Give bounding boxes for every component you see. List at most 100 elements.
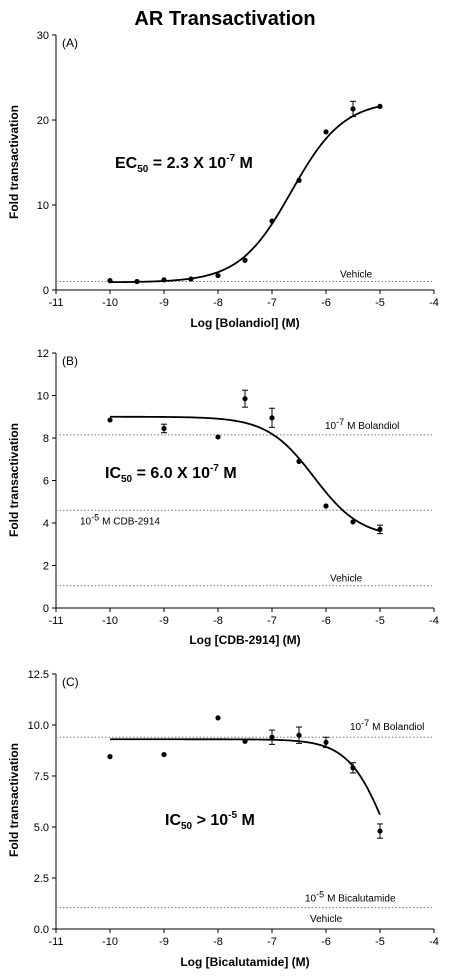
x-tick-label: -5 [375, 936, 385, 948]
y-tick-label: 2.5 [34, 873, 49, 885]
annotation-main: = 2.3 X 10 [148, 155, 226, 172]
reference-exponent: -7 [361, 718, 369, 728]
y-axis-label: Fold transactivation [7, 743, 21, 857]
annotation-main: > 10 [192, 812, 228, 829]
x-tick-label: -11 [48, 297, 63, 309]
data-point [377, 828, 383, 834]
reference-exponent: -5 [316, 890, 324, 900]
x-tick-label: -9 [159, 615, 169, 627]
y-tick-label: 0.0 [34, 924, 49, 936]
data-point [161, 277, 167, 283]
reference-line-label: 10-7 M Bolandiol [325, 417, 399, 432]
x-tick-label: -10 [102, 297, 118, 309]
data-point [161, 425, 167, 432]
data-point [323, 503, 329, 509]
reference-prefix: 10 [305, 894, 317, 905]
chart-panel-b: -11 -10 -9 -8 -7 -6 -5 -4 0 2 4 6 8 10 12 Log [CDB-2914… [7, 348, 439, 647]
x-tick-label: -7 [267, 297, 277, 309]
annotation-exponent: -7 [210, 463, 219, 474]
reference-line-label: 10-5 M CDB-2914 [80, 512, 160, 527]
figure-title: AR Transactivation [134, 8, 315, 30]
data-point [269, 415, 275, 421]
x-tick-label: -8 [213, 936, 223, 948]
data-point [350, 106, 356, 112]
data-point [188, 276, 194, 282]
data-point [296, 732, 302, 738]
x-tick-label: -7 [267, 615, 277, 627]
y-tick-label: 8 [43, 433, 49, 445]
x-axis-label: Log [Bicalutamide] (M) [180, 955, 309, 969]
x-tick-label: -9 [159, 297, 169, 309]
x-tick-label: -9 [159, 936, 169, 948]
data-point [215, 715, 221, 721]
reference-text: M Bicalutamide [327, 894, 396, 905]
reference-prefix: 10 [350, 722, 362, 733]
y-tick-label: 7.5 [34, 771, 49, 783]
x-tick-label: -6 [321, 615, 331, 627]
panel-label: (C) [62, 675, 79, 689]
reference-exponent: -5 [91, 512, 99, 522]
reference-line-label: Vehicle [330, 574, 363, 585]
y-axis-label: Fold transactivation [7, 105, 21, 219]
reference-line-label: Vehicle [340, 270, 373, 281]
y-tick-label: 30 [37, 30, 49, 42]
x-tick-label: -4 [429, 615, 439, 627]
y-tick-label: 12.5 [28, 669, 49, 681]
x-tick-label: -11 [48, 936, 63, 948]
data-point [323, 129, 329, 135]
data-point [269, 218, 275, 224]
annotation-unit: M [219, 465, 237, 482]
y-tick-label: 10.0 [28, 720, 49, 732]
x-tick-label: -6 [321, 297, 331, 309]
y-tick-label: 5.0 [34, 822, 49, 834]
annotation-subscript: 50 [121, 474, 133, 485]
y-tick-label: 12 [37, 348, 49, 360]
y-tick-label: 20 [37, 115, 49, 127]
x-tick-label: -5 [375, 297, 385, 309]
data-point [107, 417, 113, 423]
y-tick-label: 10 [37, 200, 49, 212]
y-tick-label: 0 [43, 285, 49, 297]
reference-text: M CDB-2914 [102, 516, 160, 527]
y-axis-label: Fold transactivation [7, 423, 21, 537]
x-tick-label: -4 [429, 297, 439, 309]
reference-prefix: 10 [80, 516, 92, 527]
y-tick-label: 6 [43, 476, 49, 488]
data-point [215, 434, 221, 440]
data-point [377, 103, 383, 109]
annotation-exponent: -7 [226, 153, 235, 164]
data-point [350, 519, 356, 525]
y-tick-label: 2 [43, 561, 49, 573]
x-axis-label: Log [Bolandiol] (M) [190, 316, 299, 330]
data-point [107, 754, 113, 760]
data-point [161, 751, 167, 758]
annotation-lead: IC [165, 812, 181, 829]
data-point [134, 278, 140, 285]
annotation-exponent: -5 [228, 810, 237, 821]
x-tick-label: -8 [213, 297, 223, 309]
reference-text: M Bolandiol [347, 421, 399, 432]
data-point [242, 396, 248, 402]
data-point [323, 739, 329, 745]
data-point [350, 765, 356, 771]
potency-annotation: IC50 > 10-5 M [165, 810, 255, 832]
x-tick-label: -7 [267, 936, 277, 948]
y-tick-label: 10 [37, 391, 49, 403]
x-tick-label: -11 [48, 615, 63, 627]
y-tick-label: 0 [43, 603, 49, 615]
annotation-subscript: 50 [181, 821, 193, 832]
y-tick-label: 4 [43, 518, 49, 530]
annotation-subscript: 50 [137, 164, 149, 175]
annotation-unit: M [235, 155, 253, 172]
reference-line-label: 10-5 M Bicalutamide [305, 890, 396, 905]
data-point [242, 738, 248, 744]
data-point [296, 177, 302, 183]
panel-label: (B) [62, 354, 78, 368]
annotation-unit: M [237, 812, 255, 829]
data-point [215, 272, 221, 279]
vehicle-label: Vehicle [310, 914, 343, 925]
x-tick-label: -6 [321, 936, 331, 948]
x-tick-label: -4 [429, 936, 439, 948]
